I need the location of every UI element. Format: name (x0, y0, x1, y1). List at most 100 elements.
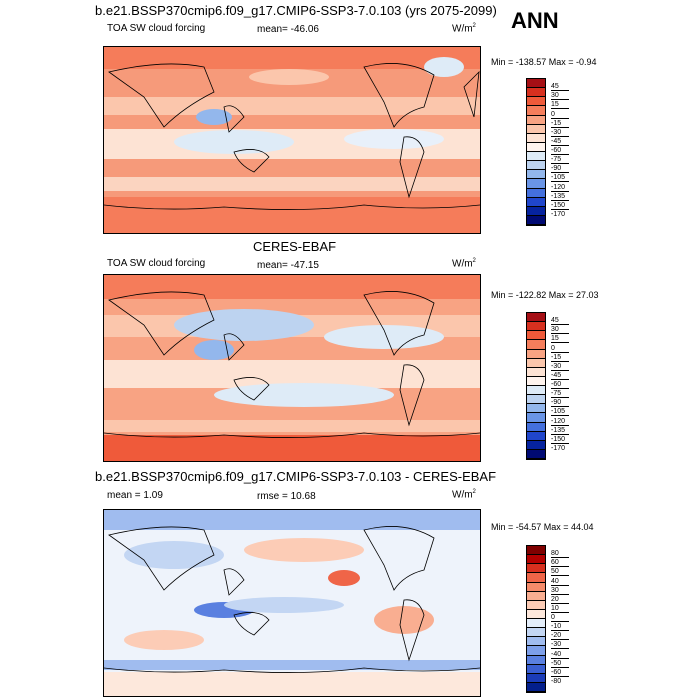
colorbar-level-label: -120 (551, 184, 569, 192)
colorbar-swatch (527, 161, 545, 171)
colorbar-level-label: -45 (551, 372, 569, 380)
panel3-title: b.e21.BSSP370cmip6.f09_g17.CMIP6-SSP3-7.… (95, 469, 497, 484)
colorbar-level-label: 10 (551, 605, 569, 613)
colorbar-level-label: -40 (551, 651, 569, 659)
colorbar-level-label: 60 (551, 559, 569, 568)
panel2-colorbar: 45 30 15 0 -15 -30 -45 -60 -75 -90 -105 -120 -135 -15… (526, 312, 569, 460)
colorbar-swatch (527, 197, 545, 207)
colorbar-level-label: -30 (551, 641, 569, 650)
colorbar-level-label: -20 (551, 632, 569, 641)
colorbar-level-label: -105 (551, 408, 569, 417)
colorbar-swatch (527, 637, 545, 647)
colorbar-level-label: 40 (551, 578, 569, 586)
colorbar-swatch (527, 358, 545, 368)
colorbar-level-label: -90 (551, 165, 569, 174)
colorbar-level-label: 15 (551, 101, 569, 110)
colorbar-swatch (527, 115, 545, 125)
colorbar-swatch (527, 682, 545, 692)
panel3-units: W/m2 (452, 489, 476, 501)
panel2-map (103, 274, 481, 462)
colorbar-level-label: 0 (551, 345, 569, 353)
colorbar-level-label: 30 (551, 326, 569, 335)
colorbar-level-label: -15 (551, 120, 569, 128)
colorbar-swatch (527, 313, 545, 323)
colorbar-level-label: 20 (551, 596, 569, 604)
panel1-variable: TOA SW cloud forcing (107, 23, 206, 34)
colorbar-swatch (527, 449, 545, 459)
colorbar-swatch (527, 619, 545, 629)
panel1-mean: mean= -46.06 (257, 24, 319, 35)
colorbar-swatch (527, 322, 545, 332)
colorbar-swatch (527, 655, 545, 665)
panel3-colorbar: 80 60 50 40 30 20 10 0 -10 -20 -30 -40 -50 -60 -80 (526, 545, 569, 693)
colorbar-level-label: 15 (551, 335, 569, 344)
colorbar-swatch (527, 573, 545, 583)
colorbar-swatch (527, 331, 545, 341)
colorbar-level-label: 30 (551, 92, 569, 101)
panel2-variable: TOA SW cloud forcing (107, 258, 206, 269)
colorbar-level-label: -60 (551, 147, 569, 155)
colorbar-swatch (527, 133, 545, 143)
colorbar-level-label: -120 (551, 418, 569, 426)
colorbar-swatch (527, 142, 545, 152)
colorbar-level-label: -30 (551, 363, 569, 371)
colorbar-swatch (527, 395, 545, 405)
colorbar-swatch (527, 600, 545, 610)
panel1-colorbar: 45 30 15 0 -15 -30 -45 -60 -75 -90 -105 -120 -135 -15… (526, 78, 569, 226)
panel3-minmax: Min = -54.57 Max = 44.04 (491, 522, 594, 532)
colorbar-level-label: -50 (551, 660, 569, 668)
colorbar-swatch (527, 431, 545, 441)
colorbar-level-label: -80 (551, 677, 562, 685)
colorbar-level-label: -75 (551, 390, 569, 399)
colorbar-level-label: 45 (551, 83, 569, 92)
panel3-mean: mean = 1.09 (107, 490, 163, 501)
season-label: ANN (511, 8, 559, 33)
colorbar-swatch (527, 340, 545, 350)
colorbar-swatch (527, 188, 545, 198)
colorbar-swatch (527, 206, 545, 216)
colorbar-level-label: 80 (551, 550, 569, 559)
colorbar-swatch (527, 673, 545, 683)
colorbar-swatch (527, 609, 545, 619)
colorbar-swatch (527, 215, 545, 225)
colorbar-swatch (527, 124, 545, 134)
colorbar-swatch (527, 546, 545, 556)
colorbar-level-label: -90 (551, 399, 569, 408)
colorbar-swatch (527, 413, 545, 423)
colorbar-level-label: -135 (551, 427, 569, 435)
colorbar-swatch (527, 97, 545, 107)
colorbar-swatch (527, 376, 545, 386)
colorbar-swatch (527, 386, 545, 396)
panel2-units: W/m2 (452, 258, 476, 270)
colorbar-level-label: -170 (551, 210, 566, 218)
panel3-rmse: rmse = 10.68 (257, 491, 316, 502)
colorbar-swatch (527, 179, 545, 189)
colorbar-swatch (527, 349, 545, 359)
colorbar-swatch (527, 367, 545, 377)
colorbar-swatch (527, 664, 545, 674)
colorbar-swatch (527, 646, 545, 656)
colorbar-swatch (527, 106, 545, 116)
colorbar-swatch (527, 440, 545, 450)
colorbar-level-label: -45 (551, 138, 569, 146)
colorbar-swatch (527, 564, 545, 574)
colorbar-level-label: -15 (551, 354, 569, 362)
colorbar-level-label: 0 (551, 111, 569, 119)
colorbar-level-label: -150 (551, 436, 569, 444)
colorbar-swatch (527, 628, 545, 638)
panel2-mean: mean= -47.15 (257, 260, 319, 271)
colorbar-level-label: 30 (551, 587, 569, 595)
colorbar-level-label: -135 (551, 193, 569, 201)
panel1-map (103, 46, 481, 234)
panel1-title: b.e21.BSSP370cmip6.f09_g17.CMIP6-SSP3-7.… (95, 3, 497, 18)
colorbar-level-label: -170 (551, 444, 566, 452)
colorbar-swatch (527, 88, 545, 98)
colorbar-swatch (527, 152, 545, 162)
colorbar-level-label: 45 (551, 317, 569, 326)
colorbar-swatch (527, 555, 545, 565)
colorbar-level-label: -150 (551, 202, 569, 210)
panel1-minmax: Min = -138.57 Max = -0.94 (491, 57, 597, 67)
panel3-map (103, 509, 481, 697)
colorbar-level-label: -10 (551, 623, 569, 632)
colorbar-swatch (527, 422, 545, 432)
